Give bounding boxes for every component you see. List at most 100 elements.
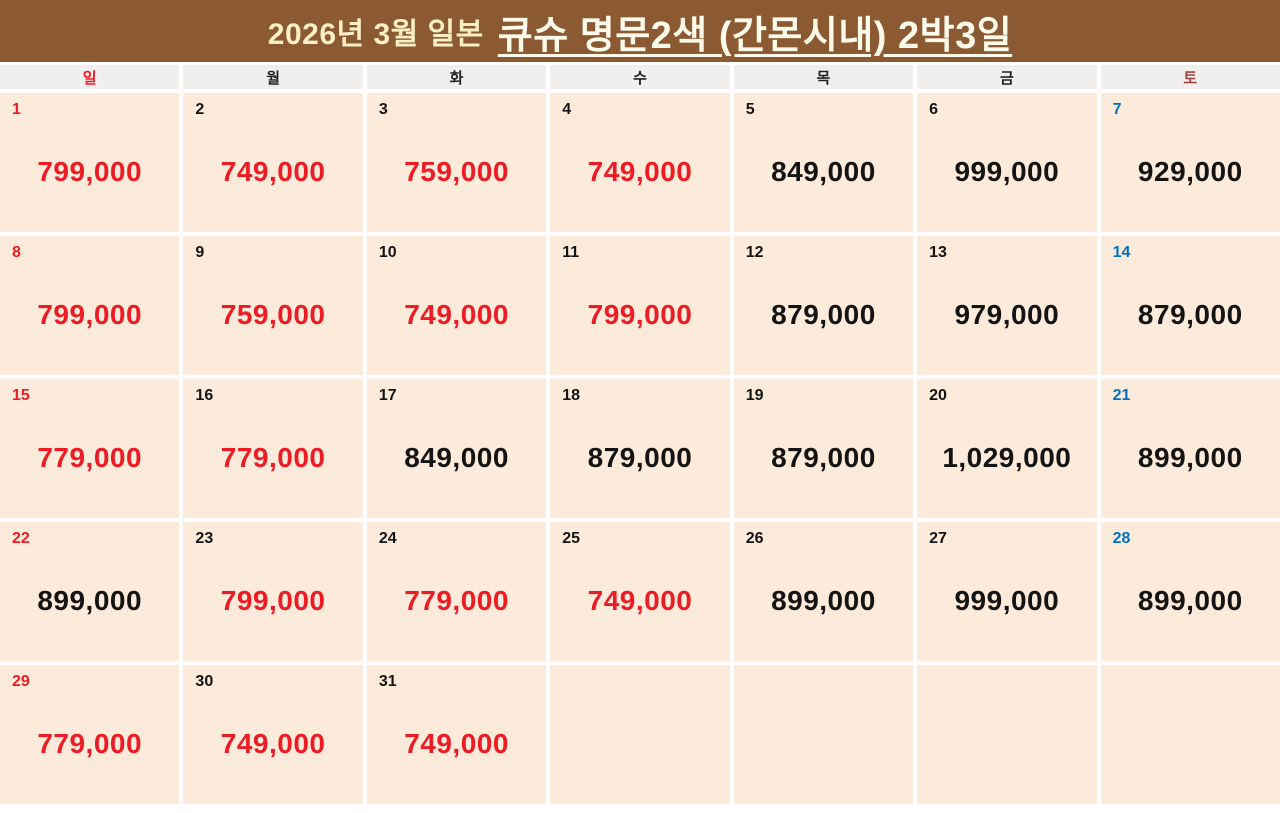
day-number: 7: [1112, 101, 1122, 118]
day-number: 15: [12, 387, 30, 404]
calendar-cell: 28 899,000: [1100, 522, 1280, 661]
calendar-cell: 9 759,000: [183, 236, 363, 375]
calendar-cell: 24 779,000: [366, 522, 547, 661]
calendar-cell: 20 1,029,000: [917, 379, 1097, 518]
page-title: 큐슈 명문2색 (간몬시내) 2박3일: [497, 14, 1013, 57]
price-label: 779,000: [220, 442, 326, 474]
price-label: 899,000: [1137, 585, 1243, 617]
day-number: 17: [378, 387, 397, 404]
price-label: 849,000: [404, 442, 509, 474]
calendar-cell: 22 899,000: [0, 522, 180, 661]
price-label: 759,000: [404, 156, 509, 188]
calendar-cell: 2 749,000: [183, 93, 363, 232]
weekday-header-sun: 일: [0, 65, 180, 89]
price-label: 799,000: [587, 299, 693, 331]
calendar-cell: 10 749,000: [366, 236, 547, 375]
day-number: 14: [1112, 244, 1131, 261]
price-label: 1,029,000: [942, 442, 1072, 474]
weekday-header-weekday: 월: [183, 65, 363, 89]
calendar-cell: 17 849,000: [366, 379, 547, 518]
price-label: 749,000: [587, 156, 693, 188]
day-number: 5: [745, 101, 755, 118]
price-label: 879,000: [587, 442, 693, 474]
calendar-cell: 8 799,000: [0, 236, 180, 375]
day-number: 28: [1112, 530, 1131, 547]
weekday-header-weekday: 목: [733, 65, 914, 89]
calendar-cell: 19 879,000: [733, 379, 914, 518]
price-label: 899,000: [771, 585, 876, 617]
price-label: 779,000: [37, 728, 143, 760]
price-label: 899,000: [1137, 442, 1243, 474]
calendar-cell: 29 779,000: [0, 665, 180, 804]
day-number: 21: [1112, 387, 1131, 404]
day-number: 31: [378, 673, 397, 690]
day-number: 27: [929, 530, 947, 547]
price-label: 749,000: [220, 156, 326, 188]
calendar-cell: 30 749,000: [183, 665, 363, 804]
calendar-cell: 1 799,000: [0, 93, 180, 232]
price-label: 759,000: [220, 299, 326, 331]
day-number: 29: [12, 673, 30, 690]
price-label: 879,000: [771, 442, 876, 474]
price-label: 799,000: [37, 299, 143, 331]
price-label: 779,000: [37, 442, 143, 474]
day-number: 10: [378, 244, 397, 261]
price-label: 749,000: [404, 299, 509, 331]
day-number: 26: [745, 530, 764, 547]
calendar-cell: 31 749,000: [366, 665, 547, 804]
calendar-cell: 6 999,000: [917, 93, 1097, 232]
day-number: 25: [562, 530, 581, 547]
price-label: 749,000: [220, 728, 326, 760]
weekday-header-sat: 토: [1100, 65, 1280, 89]
calendar-cell: 7 929,000: [1100, 93, 1280, 232]
calendar-cell-empty: [917, 665, 1097, 804]
price-label: 899,000: [37, 585, 143, 617]
day-number: 9: [195, 244, 205, 261]
weekday-header-weekday: 금: [917, 65, 1097, 89]
calendar-cell-empty: [1100, 665, 1280, 804]
calendar-cell: 18 879,000: [550, 379, 730, 518]
calendar-grid: 1 799,000 2 749,000 3 759,000 4 749,000 5 849,000…: [0, 93, 1280, 804]
calendar-cell-empty: [550, 665, 730, 804]
day-number: 22: [12, 530, 30, 547]
price-label: 979,000: [954, 299, 1060, 331]
price-label: 749,000: [404, 728, 509, 760]
price-label: 879,000: [1137, 299, 1243, 331]
day-number: 1: [12, 101, 21, 118]
calendar-cell: 16 779,000: [183, 379, 363, 518]
calendar-cell: 11 799,000: [550, 236, 730, 375]
calendar-cell: 3 759,000: [366, 93, 547, 232]
calendar-cell-empty: [733, 665, 914, 804]
weekday-header-weekday: 화: [366, 65, 547, 89]
day-number: 20: [929, 387, 947, 404]
day-number: 4: [562, 101, 572, 118]
calendar-cell: 5 849,000: [733, 93, 914, 232]
day-number: 8: [12, 244, 21, 261]
calendar-cell: 27 999,000: [917, 522, 1097, 661]
day-number: 13: [929, 244, 947, 261]
day-number: 6: [929, 101, 939, 118]
calendar-cell: 26 899,000: [733, 522, 914, 661]
calendar-cell: 15 779,000: [0, 379, 180, 518]
weekday-header-weekday: 수: [550, 65, 730, 89]
day-number: 3: [378, 101, 388, 118]
calendar-cell: 23 799,000: [183, 522, 363, 661]
price-label: 799,000: [220, 585, 326, 617]
price-label: 779,000: [404, 585, 509, 617]
day-number: 23: [195, 530, 214, 547]
title-prefix: 2026년 3월 일본: [267, 18, 484, 51]
calendar-cell: 25 749,000: [550, 522, 730, 661]
day-number: 19: [745, 387, 764, 404]
day-number: 18: [562, 387, 581, 404]
day-number: 30: [195, 673, 214, 690]
day-number: 12: [745, 244, 764, 261]
calendar-cell: 14 879,000: [1100, 236, 1280, 375]
day-number: 24: [378, 530, 397, 547]
calendar-cell: 4 749,000: [550, 93, 730, 232]
price-label: 929,000: [1137, 156, 1243, 188]
price-label: 749,000: [587, 585, 693, 617]
price-label: 999,000: [954, 585, 1060, 617]
calendar-cell: 21 899,000: [1100, 379, 1280, 518]
